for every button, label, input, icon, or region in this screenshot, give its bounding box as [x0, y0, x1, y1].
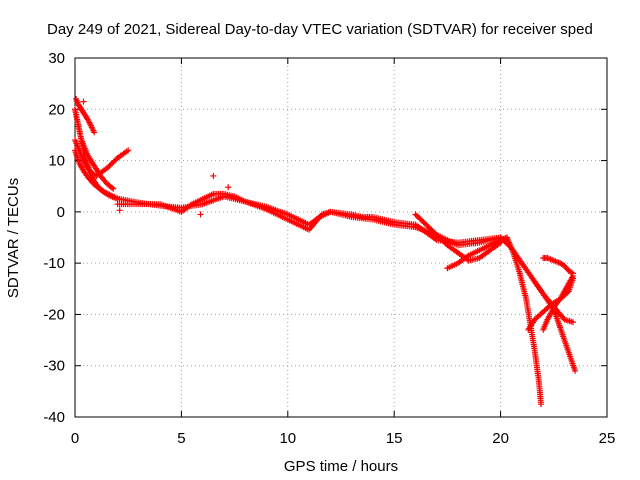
- data-point: [114, 196, 121, 203]
- y-tick-label: 20: [48, 101, 65, 118]
- x-tick-label: 10: [279, 430, 296, 447]
- data-point: [197, 211, 204, 218]
- x-tick-label: 25: [599, 430, 616, 447]
- chart-title: Day 249 of 2021, Sidereal Day-to-day VTE…: [47, 21, 593, 38]
- data-point: [210, 172, 217, 179]
- y-tick-label: -10: [43, 255, 65, 272]
- x-tick-label: 20: [492, 430, 509, 447]
- data-point: [538, 401, 545, 408]
- data-point: [125, 147, 132, 154]
- data-point: [91, 129, 98, 136]
- y-tick-label: -30: [43, 358, 65, 375]
- y-axis-ticks: -40 -30 -20 -10 0 10 20 30: [43, 50, 607, 426]
- data-marks: [72, 96, 579, 408]
- y-tick-label: 10: [48, 153, 65, 170]
- x-tick-label: 5: [177, 430, 185, 447]
- data-point: [80, 98, 87, 105]
- data-point: [109, 184, 116, 191]
- data-point: [225, 184, 232, 191]
- x-axis-label: GPS time / hours: [284, 458, 398, 475]
- data-point: [110, 185, 117, 192]
- y-tick-label: 0: [57, 204, 65, 221]
- grid: [75, 58, 607, 417]
- data-point: [540, 326, 547, 333]
- data-point: [569, 319, 576, 326]
- plot-frame: [74, 57, 608, 418]
- data-point: [572, 367, 579, 374]
- data-point: [116, 207, 123, 214]
- y-axis-label: SDTVAR / TECUs: [5, 178, 22, 298]
- y-tick-label: 30: [48, 50, 65, 67]
- y-tick-label: -40: [43, 409, 65, 426]
- x-tick-label: 15: [386, 430, 403, 447]
- y-tick-label: -20: [43, 306, 65, 323]
- x-tick-label: 0: [71, 430, 79, 447]
- x-axis-ticks: 0 5 10 15 20 25: [71, 58, 616, 447]
